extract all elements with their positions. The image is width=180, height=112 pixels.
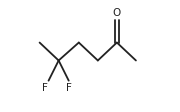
Text: O: O bbox=[113, 8, 121, 18]
Text: F: F bbox=[42, 83, 48, 94]
Text: F: F bbox=[66, 83, 72, 94]
